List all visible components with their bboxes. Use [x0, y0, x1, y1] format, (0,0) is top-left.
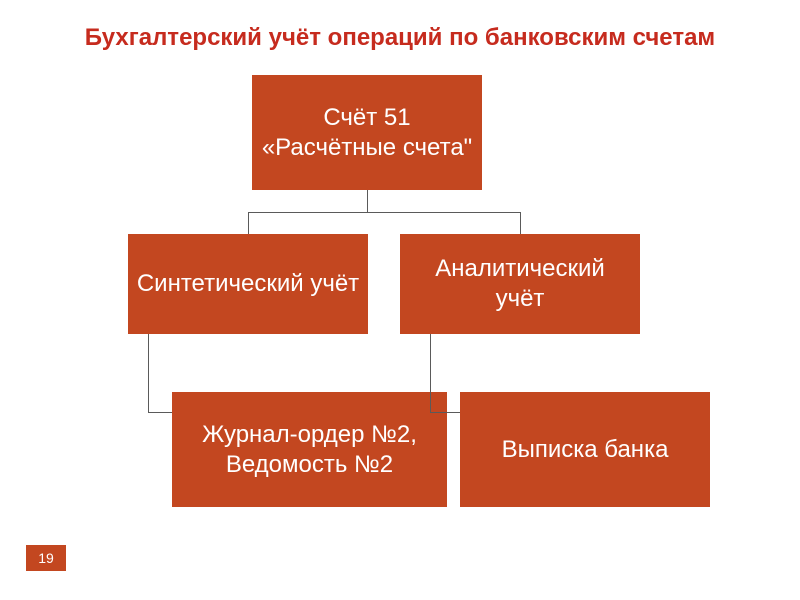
- node-bank-label: Выписка банка: [502, 435, 669, 465]
- node-analytic: Аналитический учёт: [400, 234, 640, 334]
- connector-line: [430, 334, 431, 412]
- node-syn-label: Синтетический учёт: [137, 269, 359, 299]
- connector-line: [148, 412, 172, 413]
- connector-line: [520, 212, 521, 234]
- node-jour-label: Журнал-ордер №2, Ведомость №2: [180, 420, 439, 480]
- connector-line: [148, 334, 149, 412]
- node-journal: Журнал-ордер №2, Ведомость №2: [172, 392, 447, 507]
- node-root: Счёт 51 «Расчётные счета": [252, 75, 482, 190]
- node-synthetic: Синтетический учёт: [128, 234, 368, 334]
- connector-line: [248, 212, 520, 213]
- node-ana-label: Аналитический учёт: [408, 254, 632, 314]
- connector-line: [248, 212, 249, 234]
- page-number-value: 19: [38, 550, 54, 566]
- org-chart: Счёт 51 «Расчётные счета" Синтетический …: [0, 0, 800, 600]
- connector-line: [367, 190, 368, 212]
- node-root-label: Счёт 51 «Расчётные счета": [260, 103, 474, 163]
- page-number-badge: 19: [26, 545, 66, 571]
- node-bank: Выписка банка: [460, 392, 710, 507]
- connector-line: [430, 412, 460, 413]
